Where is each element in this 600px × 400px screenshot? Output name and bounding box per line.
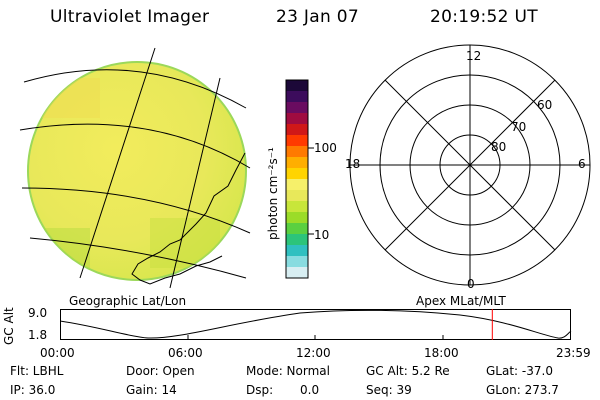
- seq-info: Seq: 39: [366, 383, 412, 397]
- gain-info: Gain: 14: [126, 383, 177, 397]
- geographic-image: [19, 47, 251, 289]
- colorbar-segment: [286, 190, 308, 202]
- door-info: Door: Open: [126, 364, 195, 378]
- altitude-ylabel: GC Alt: [2, 307, 16, 345]
- ip-info: IP: 36.0: [10, 383, 56, 397]
- mlt-label-18: 18: [345, 157, 361, 171]
- time-tick-0600: 06:00: [168, 346, 203, 360]
- apex-panel-label: Apex MLat/MLT: [416, 294, 506, 308]
- colorbar-segment: [286, 223, 308, 235]
- altitude-curve: [60, 309, 572, 339]
- colorbar-segment: [286, 135, 308, 147]
- glon-info: GLon: 273.7: [486, 383, 559, 397]
- filter-info: Flt: LBHL: [10, 364, 64, 378]
- altitude-ytick-high: 9.0: [28, 306, 48, 320]
- colorbar-tick-100: 100: [314, 141, 337, 155]
- time-tick-0000: 00:00: [40, 346, 75, 360]
- glat-info: GLat: -37.0: [486, 364, 553, 378]
- colorbar-segment: [286, 267, 308, 279]
- colorbar-segment: [286, 80, 308, 92]
- colorbar-segment: [286, 201, 308, 213]
- date-label: 23 Jan 07: [276, 7, 359, 27]
- time-tick-1200: 12:00: [296, 346, 331, 360]
- gc-alt-info: GC Alt: 5.2 Re: [366, 364, 450, 378]
- geographic-panel-label: Geographic Lat/Lon: [69, 294, 187, 308]
- colorbar-segment: [286, 124, 308, 136]
- coastline: [131, 152, 246, 285]
- instrument-title: Ultraviolet Imager: [50, 7, 210, 27]
- lat-lon-grid: [19, 47, 251, 289]
- mlat-label-60: 60: [537, 98, 553, 112]
- colorbar-segment: [286, 179, 308, 191]
- altitude-ytick-low: 1.8: [28, 328, 48, 342]
- colorbar-segment: [286, 91, 308, 103]
- colorbar-segment: [286, 146, 308, 158]
- colorbar: [285, 79, 314, 279]
- colorbar-tick-10: 10: [314, 228, 330, 242]
- polar-plot: [349, 44, 591, 286]
- time-label: 20:19:52 UT: [430, 7, 538, 27]
- altitude-plot: [60, 309, 572, 340]
- colorbar-segment: [286, 157, 308, 169]
- colorbar-label: photon cm⁻²s⁻¹: [266, 147, 280, 240]
- mlt-label-12: 12: [466, 49, 482, 63]
- time-tick-2359: 23:59: [556, 346, 591, 360]
- colorbar-segment: [286, 256, 308, 268]
- mode-info: Mode: Normal: [246, 364, 330, 378]
- mlt-label-6: 6: [578, 157, 586, 171]
- mlat-label-70: 70: [511, 120, 527, 134]
- colorbar-segment: [286, 113, 308, 125]
- colorbar-segment: [286, 245, 308, 257]
- colorbar-segment: [286, 102, 308, 114]
- dsp-value: 0.0: [300, 383, 320, 397]
- colorbar-segment: [286, 168, 308, 180]
- colorbar-segment: [286, 234, 308, 246]
- mlt-label-0: 0: [467, 277, 475, 291]
- dsp-label: Dsp:: [246, 383, 274, 397]
- mlat-label-80: 80: [491, 140, 507, 154]
- colorbar-segment: [286, 212, 308, 224]
- time-tick-1800: 18:00: [424, 346, 459, 360]
